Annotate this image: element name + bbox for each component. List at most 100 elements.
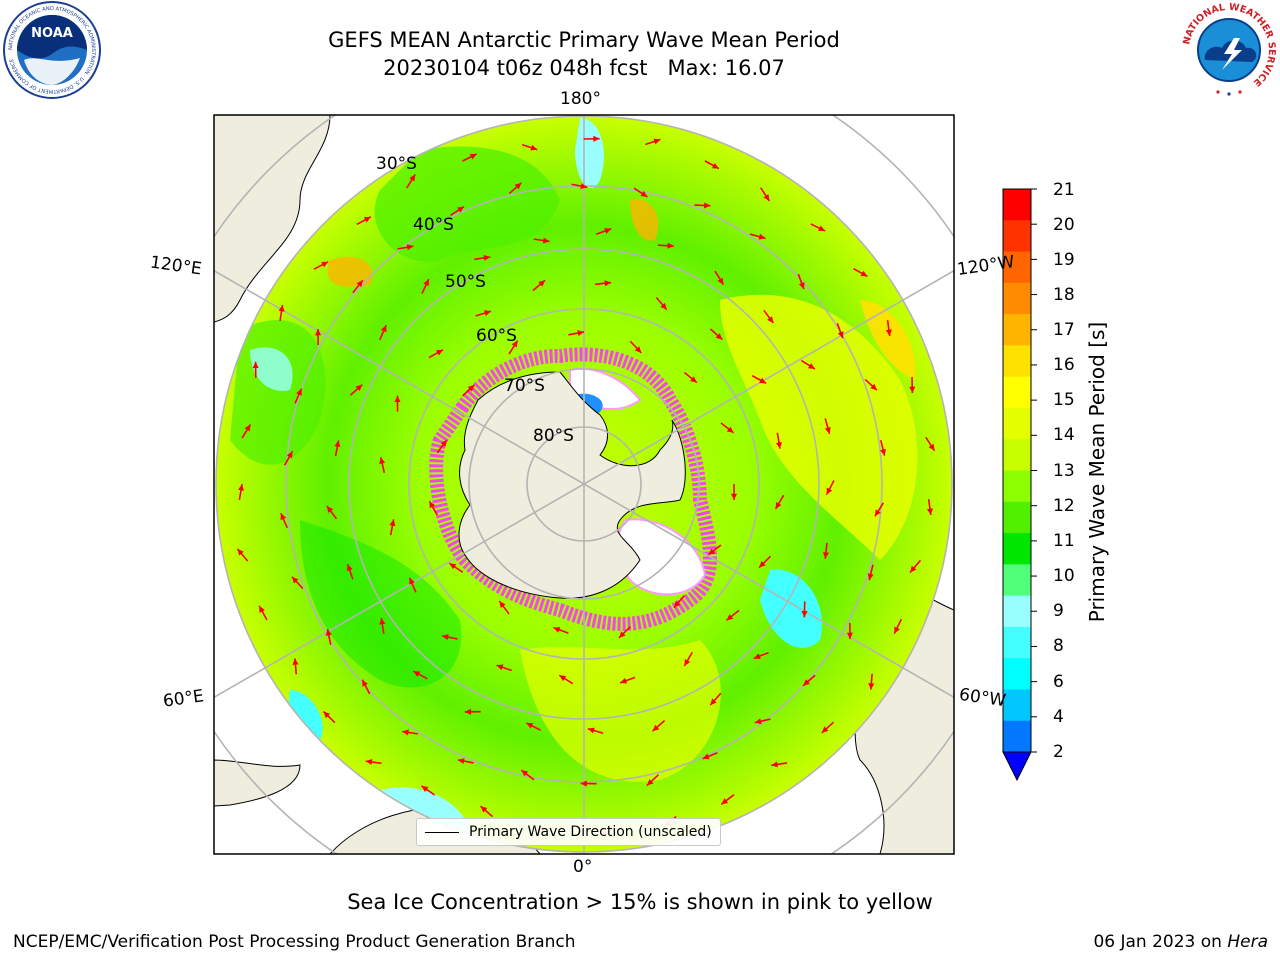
wave-direction-arrow xyxy=(238,483,245,500)
wave-direction-arrow xyxy=(683,651,694,667)
wave-direction-arrow xyxy=(457,758,474,765)
wave-direction-arrow xyxy=(751,374,767,385)
colorbar-tick: 11 xyxy=(1053,531,1075,551)
wave-direction-arrow xyxy=(885,320,892,337)
colorbar-band xyxy=(1003,282,1031,315)
wave-direction-arrow xyxy=(428,500,438,516)
wave-direction-arrow xyxy=(568,330,585,337)
colorbar-tick: 4 xyxy=(1053,707,1064,727)
wave-direction-arrow xyxy=(412,670,428,680)
colorbar-tick: 16 xyxy=(1053,355,1075,375)
colorbar-band xyxy=(1003,314,1031,346)
wave-direction-arrow xyxy=(822,542,829,559)
wave-direction-arrow xyxy=(280,512,288,529)
colorbar-band xyxy=(1003,689,1031,722)
wave-direction-arrow xyxy=(702,751,718,760)
wave-direction-arrow xyxy=(389,519,396,536)
wave-direction-arrow xyxy=(378,324,387,341)
wave-direction-arrow xyxy=(450,205,465,216)
wave-direction-arrow xyxy=(893,618,903,634)
wave-direction-arrow xyxy=(313,260,329,270)
credit-host: Hera xyxy=(1227,932,1268,952)
colorbar-tick: 2 xyxy=(1053,742,1064,762)
wave-direction-arrow xyxy=(397,244,414,251)
colorbar-tick: 19 xyxy=(1053,250,1075,270)
wave-direction-arrow xyxy=(714,270,725,286)
wave-direction-arrow xyxy=(283,450,294,466)
colorbar-band xyxy=(1003,189,1031,221)
wave-direction-arrow xyxy=(252,361,259,378)
colorbar-tick: 14 xyxy=(1053,425,1075,445)
wave-direction-arrow xyxy=(464,708,481,715)
colorbar-tick: 10 xyxy=(1053,566,1075,586)
wave-direction-arrow xyxy=(629,340,642,354)
wave-direction-arrow xyxy=(868,673,875,690)
colorbar xyxy=(1002,188,1037,782)
wave-direction-arrow xyxy=(753,651,769,660)
colorbar-tick: 15 xyxy=(1053,390,1075,410)
wave-direction-arrow xyxy=(880,439,887,456)
colorbar-band xyxy=(1003,626,1031,659)
wave-direction-arrow xyxy=(595,228,612,236)
wave-direction-arrow xyxy=(864,378,878,391)
wave-direction-arrow xyxy=(583,135,600,142)
wave-direction-arrow xyxy=(824,418,831,435)
chart-title: GEFS MEAN Antarctic Primary Wave Mean Pe… xyxy=(328,26,840,82)
wave-direction-arrow xyxy=(496,664,512,672)
lat-label-70s: 70°S xyxy=(504,376,545,396)
wave-direction-arrow xyxy=(655,297,668,311)
wave-direction-arrow xyxy=(646,773,660,787)
wave-direction-arrow xyxy=(532,279,546,292)
wave-direction-arrow xyxy=(498,600,510,615)
wave-direction-arrow xyxy=(402,729,419,736)
colorbar-tick: 13 xyxy=(1053,461,1075,481)
wave-direction-arrow xyxy=(326,505,338,520)
wave-direction-arrow xyxy=(771,761,788,768)
colorbar-tick: 20 xyxy=(1053,215,1075,235)
wave-direction-arrow xyxy=(428,349,444,359)
lat-label-30s: 30°S xyxy=(376,154,417,174)
wave-direction-arrows xyxy=(236,135,936,836)
wave-direction-arrow xyxy=(241,424,252,439)
wave-direction-arrow xyxy=(346,563,354,580)
wave-direction-arrow xyxy=(925,436,936,452)
wave-direction-arrow xyxy=(709,692,722,706)
wave-direction-arrow xyxy=(909,377,916,394)
credit-branch: NCEP/EMC/Verification Post Processing Pr… xyxy=(13,932,576,952)
colorbar-band xyxy=(1003,220,1031,253)
colorbar-band xyxy=(1003,345,1031,378)
wave-direction-arrow xyxy=(508,182,522,195)
wave-direction-arrow xyxy=(926,499,933,516)
colorbar-label: Primary Wave Mean Period [s] xyxy=(1085,321,1109,623)
colorbar-band xyxy=(1003,501,1031,534)
wave-direction-arrow xyxy=(325,628,332,645)
wave-direction-arrow xyxy=(802,674,816,687)
wave-direction-arrow xyxy=(909,559,922,574)
wave-direction-arrow xyxy=(334,440,341,457)
wave-direction-arrow xyxy=(571,183,588,190)
colorbar-extend-arrow xyxy=(1002,751,1032,782)
wave-direction-arrow xyxy=(754,718,771,725)
wave-direction-arrow xyxy=(874,502,885,517)
colorbar-band xyxy=(1003,251,1031,284)
wave-direction-arrow xyxy=(558,674,574,685)
lat-label-60s: 60°S xyxy=(476,326,517,346)
colorbar-band xyxy=(1003,533,1031,565)
wave-direction-arrow xyxy=(595,280,612,287)
wave-direction-arrow xyxy=(462,384,475,397)
colorbar-band xyxy=(1003,564,1031,597)
wave-direction-arrow xyxy=(810,223,826,232)
wave-direction-arrow xyxy=(352,279,364,294)
wave-direction-arrow xyxy=(421,785,436,796)
wave-direction-arrow xyxy=(408,577,417,593)
colorbar-tick: 6 xyxy=(1053,672,1064,692)
wave-direction-arrow xyxy=(475,310,492,317)
wave-direction-arrow xyxy=(462,153,478,162)
colorbar-tick: 21 xyxy=(1053,180,1075,200)
wave-direction-arrow xyxy=(657,242,674,249)
wave-direction-arrow xyxy=(521,143,538,151)
wave-direction-arrow xyxy=(479,805,494,818)
colorbar-band xyxy=(1003,470,1031,503)
wave-direction-arrow xyxy=(758,555,772,569)
wave-direction-arrow xyxy=(673,594,685,609)
